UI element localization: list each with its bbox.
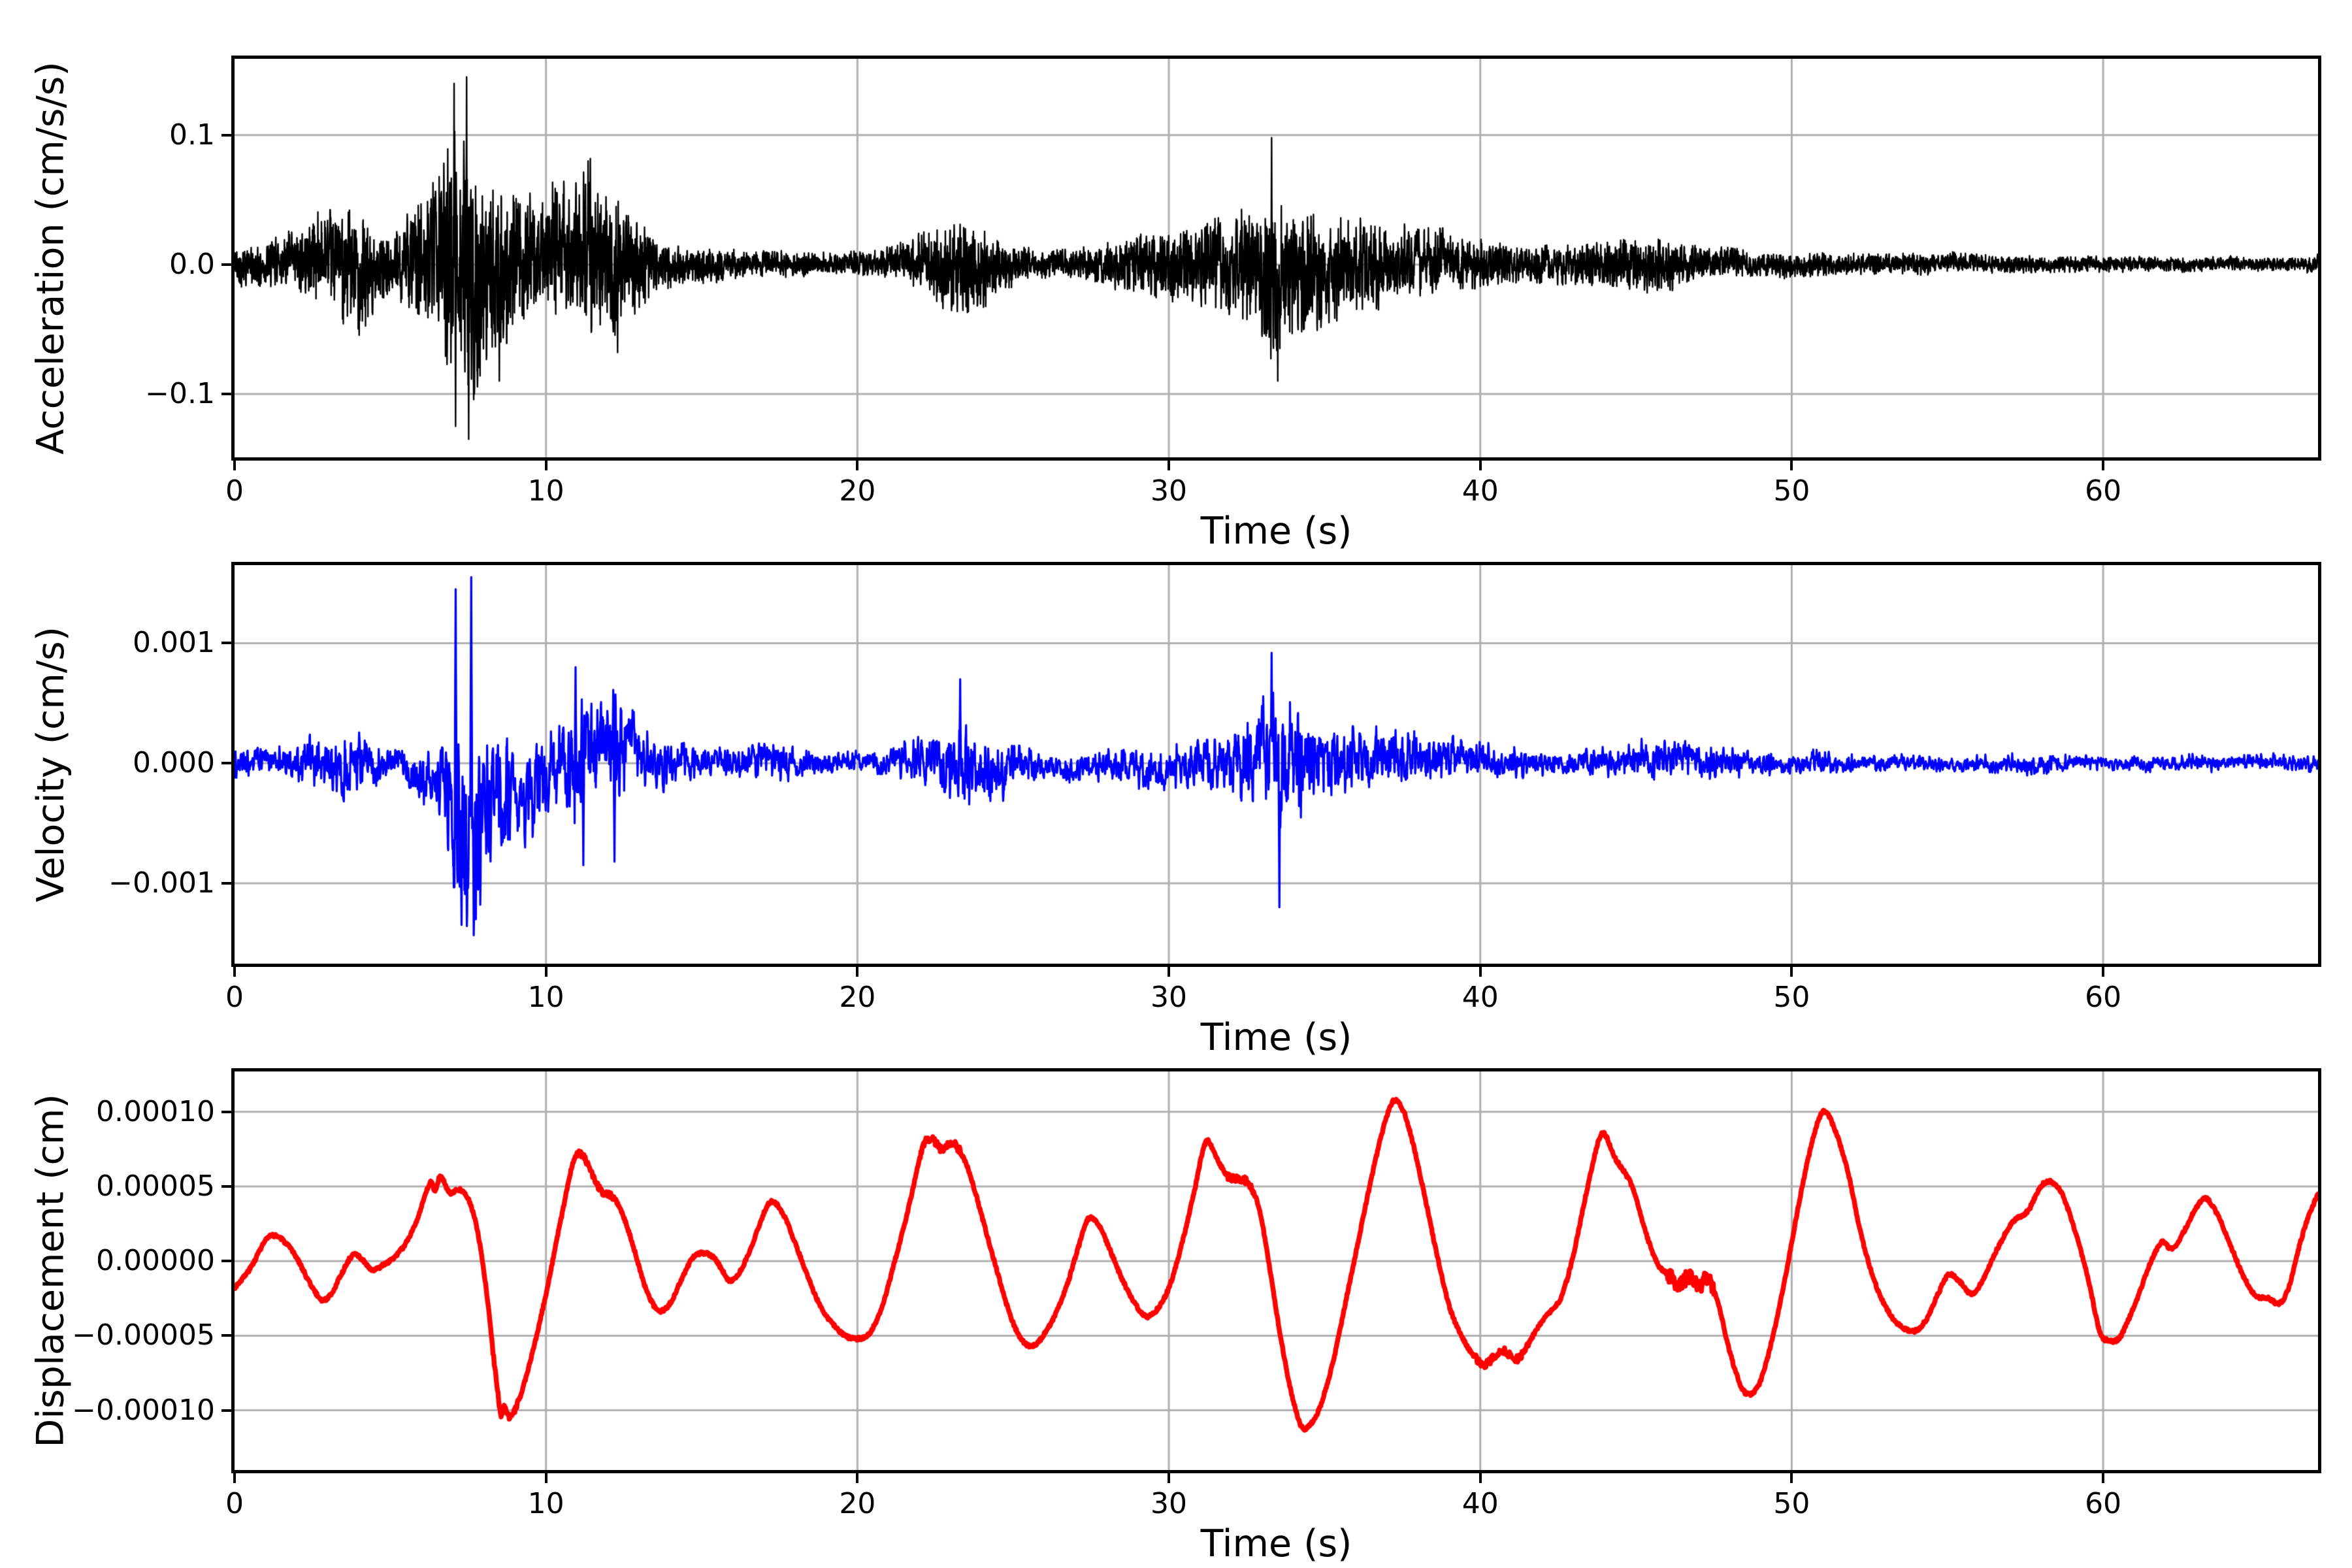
y-tick-label: −0.00010 <box>72 1393 215 1427</box>
velocity-waveform-canvas <box>235 565 2318 964</box>
x-tick-mark <box>233 461 236 470</box>
subplot-displacement: Displacement (cm) Time (s) 0 10 20 30 40 50 60… <box>29 1068 2321 1565</box>
x-tick-mark <box>856 461 859 470</box>
y-tick-label: 0.001 <box>133 626 215 660</box>
y-tick-label: 0.000 <box>133 746 215 780</box>
x-tick-mark <box>544 967 547 977</box>
acceleration-y-axis-label-text: Acceleration (cm/s/s) <box>29 61 73 455</box>
x-tick-label: 20 <box>839 981 876 1014</box>
velocity-y-axis-label: Velocity (cm/s) <box>27 565 75 964</box>
x-tick-mark <box>2102 967 2105 977</box>
y-tick-mark <box>221 133 231 137</box>
x-tick-label: 0 <box>225 981 244 1014</box>
displacement-y-axis-label: Displacement (cm) <box>27 1071 75 1470</box>
x-tick-label: 60 <box>2085 981 2122 1014</box>
x-tick-mark <box>2102 461 2105 470</box>
x-tick-label: 10 <box>527 981 564 1014</box>
y-tick-label: 0.0 <box>169 247 215 281</box>
y-tick-label: −0.1 <box>145 376 215 410</box>
x-tick-label: 50 <box>1773 474 1810 508</box>
y-tick-mark <box>221 1334 231 1337</box>
displacement-waveform-canvas <box>235 1071 2318 1470</box>
x-tick-label: 10 <box>527 1487 564 1520</box>
x-tick-label: 30 <box>1151 474 1188 508</box>
y-tick-label: 0.00010 <box>96 1094 215 1128</box>
x-tick-mark <box>1168 1473 1171 1483</box>
x-tick-mark <box>544 461 547 470</box>
x-tick-label: 0 <box>225 1487 244 1520</box>
x-tick-label: 60 <box>2085 474 2122 508</box>
x-tick-mark <box>544 1473 547 1483</box>
x-tick-mark <box>2102 1473 2105 1483</box>
y-tick-mark <box>221 1260 231 1263</box>
y-tick-label: 0.00005 <box>96 1169 215 1203</box>
y-tick-mark <box>221 762 231 765</box>
x-tick-mark <box>1790 1473 1793 1483</box>
acceleration-waveform-canvas <box>235 59 2318 457</box>
y-tick-mark <box>221 1184 231 1188</box>
y-tick-mark <box>221 881 231 885</box>
y-tick-mark <box>221 642 231 645</box>
x-tick-mark <box>1168 461 1171 470</box>
x-tick-label: 10 <box>527 474 564 508</box>
x-tick-mark <box>1790 967 1793 977</box>
displacement-x-axis-label: Time (s) <box>1200 1522 1352 1565</box>
y-tick-mark <box>221 392 231 395</box>
velocity-x-axis-label: Time (s) <box>1200 1016 1352 1059</box>
x-tick-label: 50 <box>1773 981 1810 1014</box>
y-tick-mark <box>221 263 231 266</box>
acceleration-y-axis-label: Acceleration (cm/s/s) <box>27 59 75 457</box>
x-tick-mark <box>856 967 859 977</box>
x-tick-label: 20 <box>839 474 876 508</box>
x-tick-label: 50 <box>1773 1487 1810 1520</box>
x-tick-mark <box>233 967 236 977</box>
x-tick-mark <box>1478 967 1482 977</box>
acceleration-x-axis-label: Time (s) <box>1200 510 1352 553</box>
x-tick-mark <box>1168 967 1171 977</box>
x-tick-label: 20 <box>839 1487 876 1520</box>
y-tick-mark <box>221 1110 231 1113</box>
x-tick-mark <box>1478 1473 1482 1483</box>
y-tick-mark <box>221 1409 231 1412</box>
x-tick-mark <box>1790 461 1793 470</box>
y-tick-label: −0.001 <box>108 866 215 900</box>
y-tick-label: 0.1 <box>169 118 215 152</box>
x-tick-label: 40 <box>1462 474 1499 508</box>
x-tick-mark <box>856 1473 859 1483</box>
subplot-velocity: Velocity (cm/s) Time (s) 0 10 20 30 40 50 60 0.… <box>29 562 2321 1059</box>
x-tick-mark <box>233 1473 236 1483</box>
x-tick-label: 40 <box>1462 981 1499 1014</box>
x-tick-label: 60 <box>2085 1487 2122 1520</box>
x-tick-label: 30 <box>1151 1487 1188 1520</box>
x-tick-label: 40 <box>1462 1487 1499 1520</box>
y-tick-label: −0.00005 <box>72 1318 215 1352</box>
x-tick-mark <box>1478 461 1482 470</box>
x-tick-label: 0 <box>225 474 244 508</box>
x-tick-label: 30 <box>1151 981 1188 1014</box>
displacement-y-axis-label-text: Displacement (cm) <box>29 1094 73 1448</box>
subplot-acceleration: Acceleration (cm/s/s) Time (s) 0 10 20 30 40… <box>29 56 2321 553</box>
y-tick-label: 0.00000 <box>96 1244 215 1278</box>
velocity-y-axis-label-text: Velocity (cm/s) <box>29 627 73 902</box>
